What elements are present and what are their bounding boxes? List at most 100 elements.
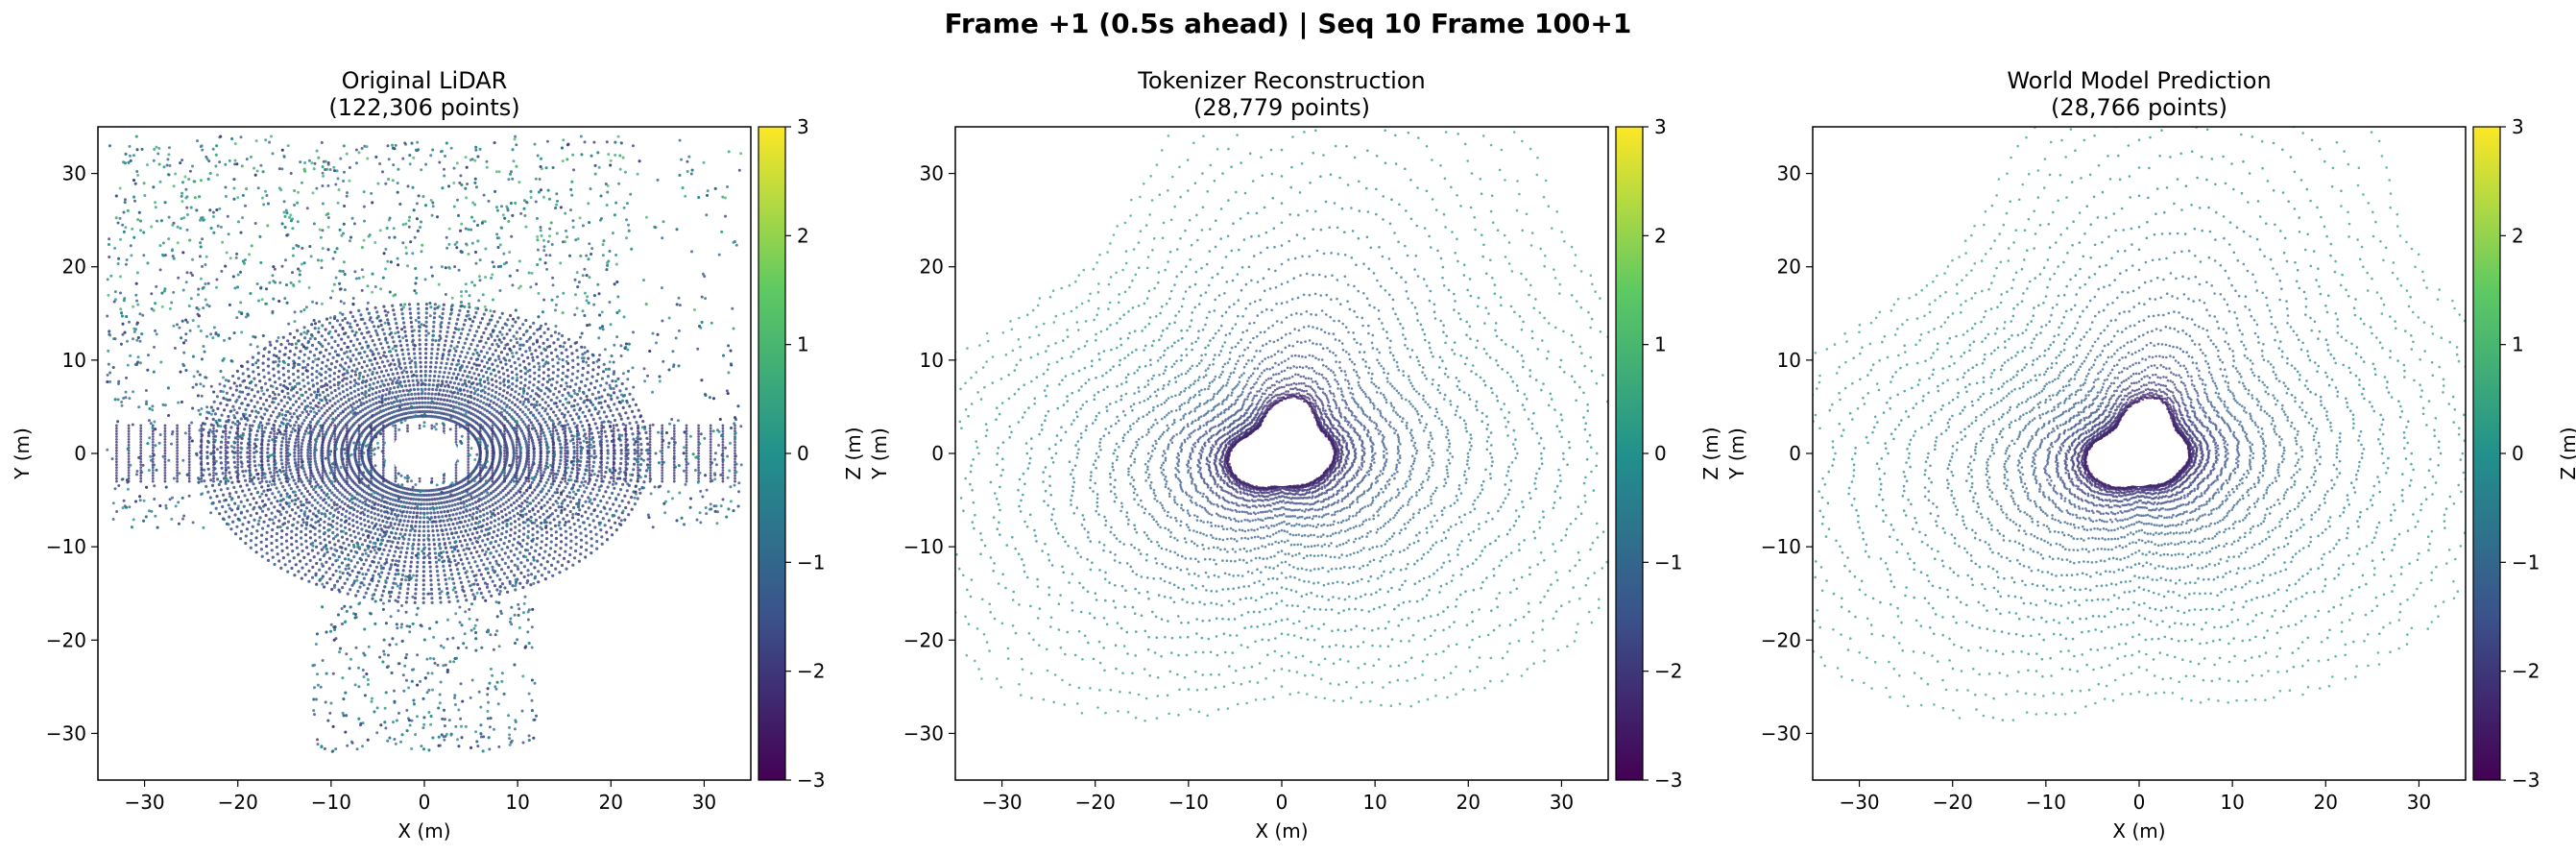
data-point <box>224 446 228 450</box>
data-point <box>570 372 575 376</box>
data-point <box>314 347 319 351</box>
data-point <box>445 550 448 554</box>
data-point <box>489 372 493 376</box>
data-point <box>465 365 469 369</box>
data-point <box>239 537 243 541</box>
data-point <box>513 403 518 406</box>
data-point <box>555 396 559 400</box>
data-point <box>248 452 252 455</box>
data-point <box>517 464 521 468</box>
data-point <box>507 498 511 502</box>
data-point <box>402 564 406 568</box>
data-point <box>336 343 340 348</box>
data-point <box>410 392 414 397</box>
data-point <box>361 397 365 401</box>
data-point <box>261 368 265 372</box>
data-point <box>418 525 421 528</box>
data-point <box>422 516 426 520</box>
data-point <box>323 469 326 474</box>
data-point <box>176 443 180 447</box>
data-point <box>284 443 288 447</box>
data-point <box>326 416 330 420</box>
data-point <box>428 565 432 569</box>
data-point <box>456 391 460 395</box>
data-point <box>265 537 269 542</box>
data-point <box>418 401 421 404</box>
data-point <box>480 405 484 410</box>
data-point <box>505 529 509 534</box>
data-point <box>219 446 223 450</box>
data-point <box>412 402 416 405</box>
data-point <box>380 594 384 598</box>
data-point <box>415 511 420 515</box>
data-point <box>500 532 504 536</box>
data-point <box>508 358 512 362</box>
data-point <box>115 446 118 450</box>
data-point <box>566 495 569 499</box>
data-point <box>619 456 623 460</box>
data-point <box>346 435 349 438</box>
data-point <box>467 443 470 447</box>
data-point <box>200 474 204 477</box>
data-point <box>294 511 298 515</box>
data-point <box>419 365 422 369</box>
data-point <box>454 466 458 469</box>
data-point <box>484 327 488 330</box>
data-point <box>462 346 466 350</box>
data-point <box>327 463 332 467</box>
data-point <box>212 472 215 475</box>
data-point <box>380 360 384 364</box>
data-point <box>339 484 344 488</box>
data-point <box>525 415 529 419</box>
data-point <box>415 401 419 404</box>
data-point <box>405 501 409 505</box>
data-point <box>469 411 473 415</box>
data-point <box>290 499 294 502</box>
data-point <box>612 502 615 506</box>
data-point <box>326 456 330 460</box>
data-point <box>551 357 555 361</box>
data-point <box>532 383 536 387</box>
data-point <box>515 351 518 354</box>
data-point <box>346 577 349 581</box>
data-point <box>304 539 308 543</box>
data-point <box>454 386 459 390</box>
data-point <box>433 397 437 401</box>
data-point <box>458 553 462 557</box>
data-point <box>394 479 397 483</box>
data-point <box>533 566 537 570</box>
data-point <box>551 574 555 577</box>
data-point <box>525 392 529 396</box>
data-point <box>243 516 247 520</box>
data-point <box>417 392 421 396</box>
data-point <box>566 450 569 453</box>
data-point <box>387 572 391 575</box>
data-point <box>346 460 349 464</box>
data-point <box>419 360 422 364</box>
data-point <box>553 330 558 334</box>
data-point <box>260 554 264 558</box>
data-point <box>297 457 301 461</box>
data-point <box>309 409 313 413</box>
data-point <box>358 500 362 503</box>
data-point <box>540 414 543 418</box>
data-point <box>457 397 461 401</box>
data-point <box>522 574 526 579</box>
data-point <box>465 499 469 503</box>
data-point <box>205 451 209 454</box>
data-point <box>575 376 579 379</box>
data-point <box>467 466 470 469</box>
data-point <box>321 435 325 438</box>
data-point <box>515 449 518 452</box>
data-point <box>420 493 423 498</box>
data-point <box>397 500 400 503</box>
data-point <box>535 525 540 528</box>
data-point <box>321 476 325 480</box>
data-point <box>316 493 320 497</box>
data-point <box>404 398 408 402</box>
data-point <box>421 405 424 409</box>
data-point <box>519 571 523 575</box>
data-point <box>477 493 481 497</box>
data-point <box>209 478 213 482</box>
data-point <box>284 457 288 461</box>
